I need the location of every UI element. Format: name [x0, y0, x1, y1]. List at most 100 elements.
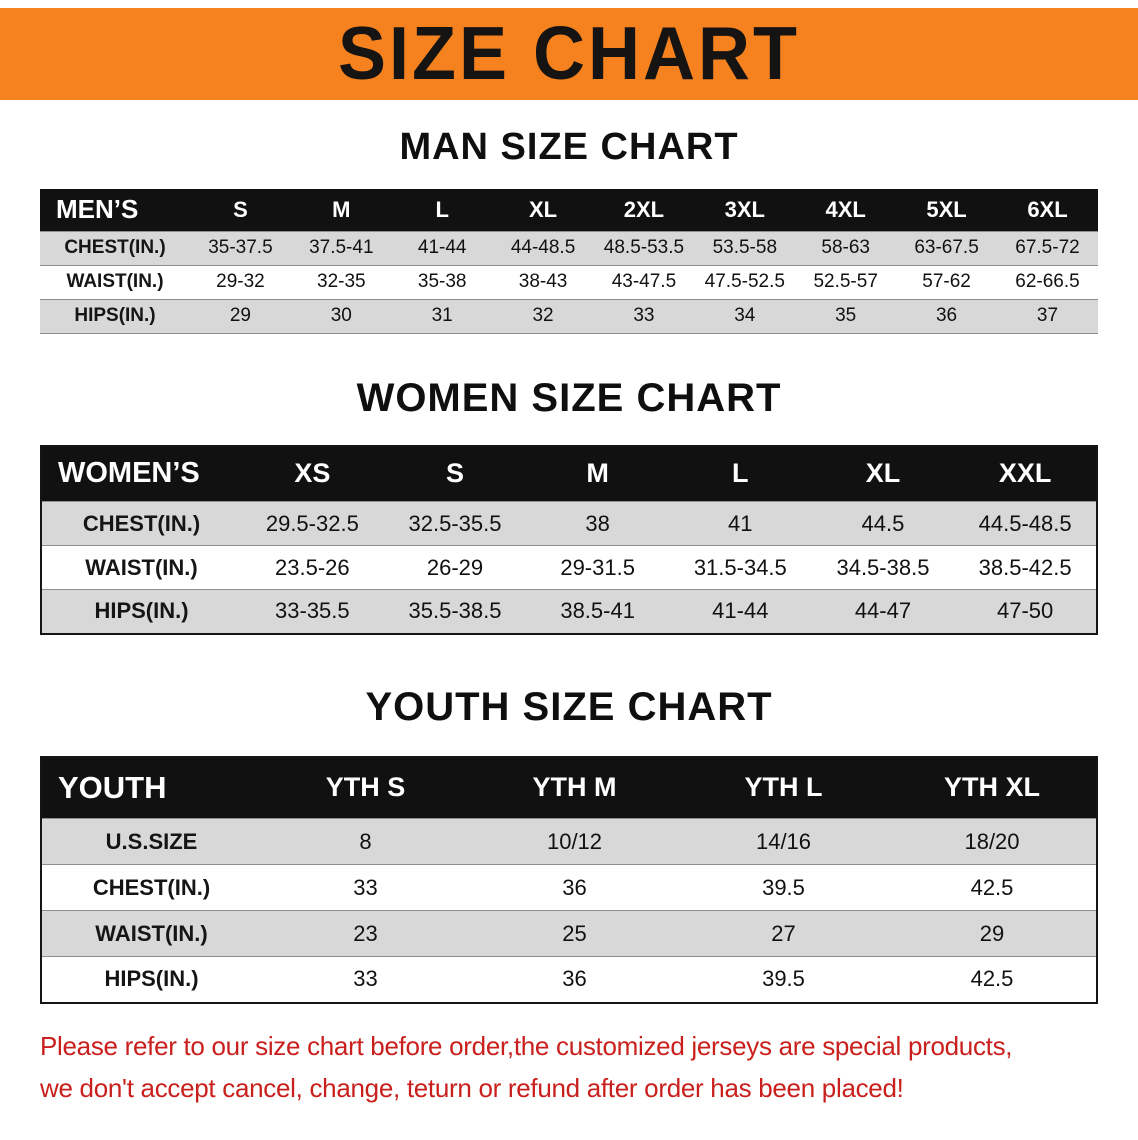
column-header: S	[190, 189, 291, 231]
table-row: WAIST(IN.) 23 25 27 29	[41, 910, 1097, 957]
table-cell: 36	[562, 874, 587, 900]
column-header: YTH XL	[888, 756, 1097, 819]
table-cell: 39.5	[762, 874, 805, 900]
column-header: XXL	[954, 445, 1097, 502]
table-cell: 32.5-35.5	[408, 510, 502, 536]
table-cell: 63-67.5	[914, 237, 979, 258]
disclaimer-line-1: Please refer to our size chart before or…	[40, 1030, 1013, 1061]
table-corner-label: MEN’S	[40, 189, 190, 231]
column-header: YTH L	[679, 756, 888, 819]
table-cell: 47-50	[997, 598, 1054, 624]
table-cell: 44-47	[854, 598, 912, 624]
column-header: XL	[811, 445, 955, 502]
row-label: CHEST(IN.)	[92, 874, 211, 900]
table-cell: 44.5	[861, 510, 905, 536]
table-cell: 29-32	[216, 271, 265, 292]
table-row: CHEST(IN.) 35-37.5 37.5-41 41-44 44-48.5 48.5…	[40, 231, 1098, 265]
table-cell: 42.5	[970, 966, 1014, 992]
table-cell: 36	[935, 305, 958, 326]
table-corner-label: YOUTH	[41, 756, 261, 819]
table-cell: 48.5-53.5	[603, 237, 685, 258]
column-header: YTH M	[470, 756, 679, 819]
table-cell: 39.5	[762, 966, 805, 992]
column-header: L	[668, 445, 812, 502]
table-cell: 53.5-58	[712, 237, 778, 258]
table-cell: 36	[562, 966, 587, 992]
men-size-section: MAN SIZE CHART MEN’S S M L XL 2XL 3XL 4XL 5XL 6XL…	[0, 126, 1138, 334]
column-header: L	[391, 189, 493, 231]
table-cell: 44.5-48.5	[978, 510, 1072, 536]
table-cell: 47.5-52.5	[704, 271, 785, 292]
table-cell: 33	[633, 305, 655, 326]
column-header: 3XL	[694, 189, 796, 231]
table-cell: 37.5-41	[309, 237, 374, 258]
table-cell: 29	[229, 305, 251, 326]
table-cell: 8	[359, 828, 372, 854]
table-cell: 38.5-42.5	[978, 554, 1072, 580]
column-header: S	[383, 445, 527, 502]
youth-size-heading: YOUTH SIZE CHART	[365, 684, 773, 729]
men-size-heading: MAN SIZE CHART	[399, 126, 739, 168]
row-label: HIPS(IN.)	[104, 966, 199, 992]
table-cell: 38	[585, 510, 610, 536]
table-header-row: WOMEN’S XS S M L XL XXL	[41, 445, 1097, 502]
table-cell: 43-47.5	[611, 271, 677, 292]
table-cell: 23	[353, 920, 378, 946]
table-cell: 33-35.5	[275, 598, 350, 624]
table-cell: 41	[728, 510, 753, 536]
size-chart-title: SIZE CHART	[338, 12, 800, 97]
size-chart-banner: SIZE CHART	[0, 8, 1138, 100]
column-header: XL	[492, 189, 594, 231]
women-size-table: WOMEN’S XS S M L XL XXL CHEST(IN.) 29.5-32.5 32.5…	[40, 444, 1098, 635]
table-cell: 33	[353, 966, 378, 992]
column-header: M	[526, 445, 669, 502]
table-cell: 27	[771, 920, 796, 946]
column-header: 4XL	[795, 189, 897, 231]
row-label: U.S.SIZE	[105, 828, 198, 854]
table-cell: 35-38	[417, 271, 467, 292]
table-cell: 29.5-32.5	[265, 510, 359, 536]
disclaimer-line-2: we don't accept cancel, change, teturn o…	[40, 1073, 904, 1103]
table-cell: 35	[835, 305, 857, 326]
table-cell: 18/20	[964, 828, 1020, 854]
table-cell: 35.5-38.5	[408, 598, 502, 624]
table-cell: 67.5-72	[1015, 237, 1080, 258]
table-corner-label: WOMEN’S	[41, 445, 241, 502]
table-row: HIPS(IN.) 33-35.5 35.5-38.5 38.5-41 41-44 44-…	[41, 589, 1097, 634]
table-cell: 26-29	[426, 554, 484, 580]
table-row: WAIST(IN.) 29-32 32-35 35-38 38-43 43-47.5 47.…	[40, 265, 1098, 299]
table-row: U.S.SIZE 8 10/12 14/16 18/20	[41, 818, 1097, 865]
table-cell: 58-63	[821, 237, 870, 258]
table-cell: 52.5-57	[813, 271, 878, 292]
table-row: CHEST(IN.) 33 36 39.5 42.5	[41, 864, 1097, 911]
row-label: CHEST(IN.)	[64, 237, 166, 258]
disclaimer: Please refer to our size chart before or…	[40, 1030, 1098, 1105]
table-cell: 57-62	[922, 271, 971, 292]
table-cell: 41-44	[712, 598, 769, 624]
women-size-heading: WOMEN SIZE CHART	[356, 375, 782, 420]
table-cell: 30	[330, 305, 352, 326]
table-header-row: YOUTH YTH S YTH M YTH L YTH XL	[41, 756, 1097, 819]
table-cell: 29	[979, 920, 1005, 946]
table-cell: 42.5	[970, 874, 1014, 900]
table-cell: 29-31.5	[560, 554, 635, 580]
row-label: WAIST(IN.)	[66, 271, 164, 292]
table-header-row: MEN’S S M L XL 2XL 3XL 4XL 5XL 6XL	[40, 189, 1098, 231]
row-label: HIPS(IN.)	[74, 305, 156, 326]
table-cell: 25	[562, 920, 587, 946]
column-header: 6XL	[997, 189, 1098, 231]
table-cell: 38-43	[518, 271, 568, 292]
column-header: YTH S	[261, 756, 470, 819]
row-label: WAIST(IN.)	[85, 554, 198, 580]
table-cell: 34.5-38.5	[836, 554, 930, 580]
table-row: HIPS(IN.) 33 36 39.5 42.5	[41, 956, 1097, 1003]
column-header: XS	[241, 445, 384, 502]
men-size-table: MEN’S S M L XL 2XL 3XL 4XL 5XL 6XL CHEST(IN.) 35-37…	[40, 189, 1098, 334]
table-cell: 32-35	[317, 271, 366, 292]
youth-size-section: YOUTH SIZE CHART YOUTH YTH S YTH M YTH L YTH…	[0, 685, 1138, 1004]
table-cell: 33	[353, 874, 378, 900]
table-cell: 35-37.5	[208, 237, 273, 258]
table-cell: 31.5-34.5	[693, 554, 787, 580]
youth-size-table: YOUTH YTH S YTH M YTH L YTH XL U.S.SIZE 8 10/12…	[40, 755, 1098, 1004]
table-cell: 34	[734, 305, 756, 326]
